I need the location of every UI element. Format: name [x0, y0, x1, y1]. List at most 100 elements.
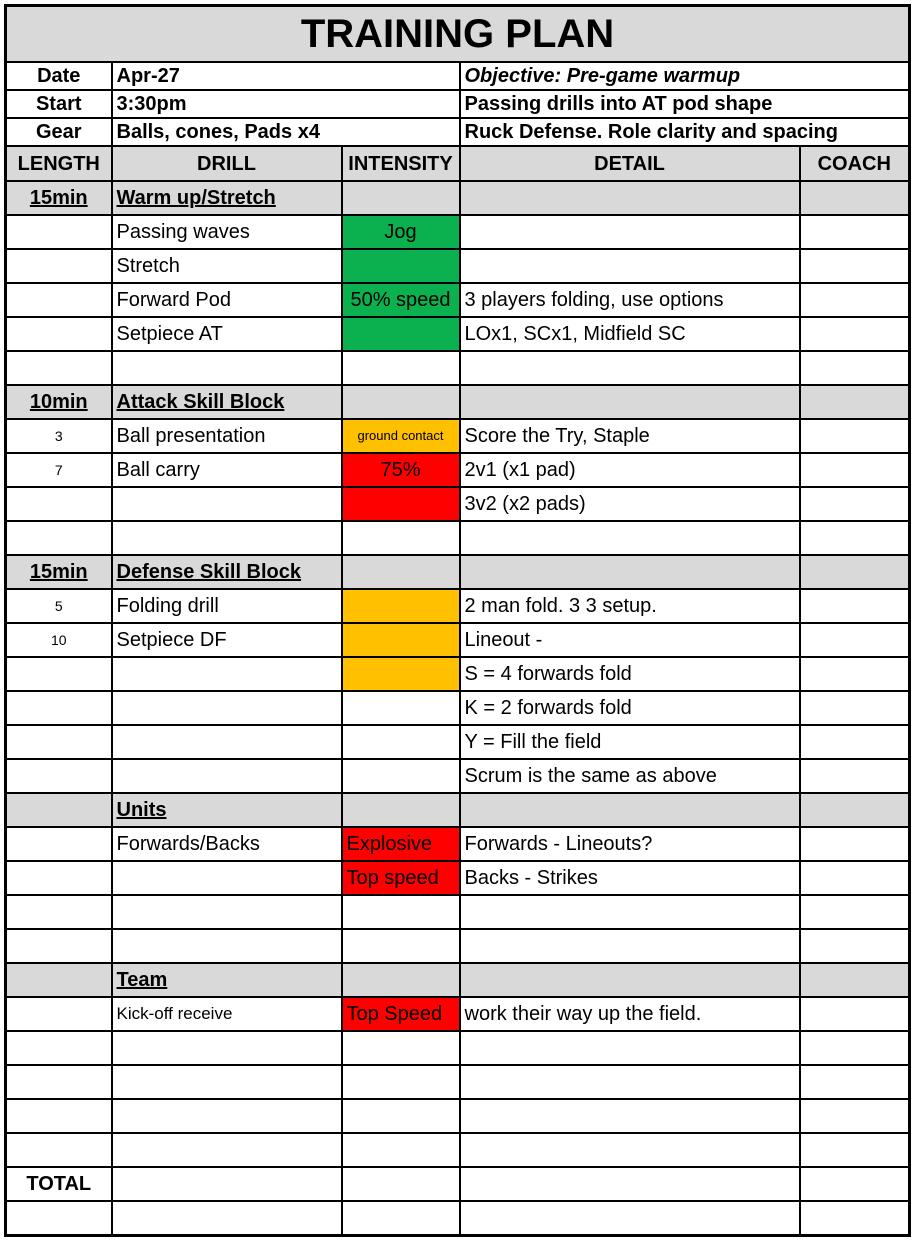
length-cell[interactable]	[4, 350, 113, 386]
intensity-cell[interactable]: 50% speed	[340, 282, 461, 318]
drill-cell[interactable]	[110, 1030, 343, 1066]
intensity-cell[interactable]	[340, 1064, 461, 1100]
detail-cell[interactable]	[458, 248, 801, 284]
coach-cell[interactable]	[798, 282, 911, 318]
drill-cell[interactable]: Stretch	[110, 248, 343, 284]
coach-cell[interactable]	[798, 656, 911, 692]
coach-cell[interactable]	[798, 724, 911, 760]
detail-cell[interactable]: 2 man fold. 3 3 setup.	[458, 588, 801, 624]
info-note[interactable]: Ruck Defense. Role clarity and spacing	[458, 117, 911, 147]
length-cell[interactable]	[4, 894, 113, 930]
length-cell[interactable]	[4, 860, 113, 896]
length-cell[interactable]	[4, 724, 113, 760]
intensity-cell[interactable]: Top Speed	[340, 996, 461, 1032]
intensity-cell[interactable]	[340, 622, 461, 658]
drill-cell[interactable]: Passing waves	[110, 214, 343, 250]
drill-cell[interactable]: Defense Skill Block	[110, 554, 343, 590]
intensity-cell[interactable]	[340, 894, 461, 930]
detail-cell[interactable]	[458, 1132, 801, 1168]
intensity-cell[interactable]	[340, 1200, 461, 1237]
length-cell[interactable]: 15min	[4, 180, 113, 216]
drill-cell[interactable]: Ball presentation	[110, 418, 343, 454]
drill-cell[interactable]: Setpiece AT	[110, 316, 343, 352]
intensity-cell[interactable]	[340, 316, 461, 352]
coach-cell[interactable]	[798, 996, 911, 1032]
detail-cell[interactable]: Forwards - Lineouts?	[458, 826, 801, 862]
intensity-cell[interactable]	[340, 554, 461, 590]
detail-cell[interactable]	[458, 962, 801, 998]
detail-cell[interactable]: work their way up the field.	[458, 996, 801, 1032]
coach-cell[interactable]	[798, 860, 911, 896]
intensity-cell[interactable]	[340, 1030, 461, 1066]
detail-cell[interactable]	[458, 928, 801, 964]
coach-cell[interactable]	[798, 486, 911, 522]
intensity-cell[interactable]: Jog	[340, 214, 461, 250]
coach-cell[interactable]	[798, 758, 911, 794]
coach-cell[interactable]	[798, 826, 911, 862]
length-cell[interactable]	[4, 282, 113, 318]
detail-cell[interactable]: LOx1, SCx1, Midfield SC	[458, 316, 801, 352]
detail-cell[interactable]: Backs - Strikes	[458, 860, 801, 896]
intensity-cell[interactable]: 75%	[340, 452, 461, 488]
length-cell[interactable]	[4, 826, 113, 862]
detail-cell[interactable]: K = 2 forwards fold	[458, 690, 801, 726]
coach-cell[interactable]	[798, 1132, 911, 1168]
drill-cell[interactable]	[110, 486, 343, 522]
drill-cell[interactable]	[110, 860, 343, 896]
coach-cell[interactable]	[798, 1166, 911, 1202]
detail-cell[interactable]: Lineout -	[458, 622, 801, 658]
coach-cell[interactable]	[798, 962, 911, 998]
length-cell[interactable]	[4, 928, 113, 964]
info-value[interactable]: Apr-27	[110, 61, 461, 91]
length-cell[interactable]: 15min	[4, 554, 113, 590]
detail-cell[interactable]: Score the Try, Staple	[458, 418, 801, 454]
intensity-cell[interactable]: Explosive	[340, 826, 461, 862]
detail-cell[interactable]	[458, 520, 801, 556]
coach-cell[interactable]	[798, 452, 911, 488]
coach-cell[interactable]	[798, 350, 911, 386]
drill-cell[interactable]: Folding drill	[110, 588, 343, 624]
coach-cell[interactable]	[798, 520, 911, 556]
intensity-cell[interactable]	[340, 248, 461, 284]
drill-cell[interactable]: Forward Pod	[110, 282, 343, 318]
length-cell[interactable]: 5	[4, 588, 113, 624]
detail-cell[interactable]	[458, 792, 801, 828]
intensity-cell[interactable]	[340, 962, 461, 998]
detail-cell[interactable]: Y = Fill the field	[458, 724, 801, 760]
detail-cell[interactable]: S = 4 forwards fold	[458, 656, 801, 692]
length-cell[interactable]	[4, 1200, 113, 1237]
intensity-cell[interactable]	[340, 350, 461, 386]
info-value[interactable]: 3:30pm	[110, 89, 461, 119]
coach-cell[interactable]	[798, 1064, 911, 1100]
detail-cell[interactable]	[458, 1166, 801, 1202]
drill-cell[interactable]: Kick-off receive	[110, 996, 343, 1032]
coach-cell[interactable]	[798, 622, 911, 658]
detail-cell[interactable]	[458, 1030, 801, 1066]
detail-cell[interactable]: 2v1 (x1 pad)	[458, 452, 801, 488]
length-cell[interactable]	[4, 520, 113, 556]
length-cell[interactable]	[4, 486, 113, 522]
drill-cell[interactable]	[110, 690, 343, 726]
length-cell[interactable]	[4, 996, 113, 1032]
drill-cell[interactable]	[110, 350, 343, 386]
intensity-cell[interactable]	[340, 792, 461, 828]
detail-cell[interactable]	[458, 180, 801, 216]
length-cell[interactable]	[4, 792, 113, 828]
detail-cell[interactable]	[458, 554, 801, 590]
coach-cell[interactable]	[798, 418, 911, 454]
drill-cell[interactable]	[110, 656, 343, 692]
intensity-cell[interactable]: Top speed	[340, 860, 461, 896]
info-value[interactable]: Balls, cones, Pads x4	[110, 117, 461, 147]
length-cell[interactable]	[4, 758, 113, 794]
coach-cell[interactable]	[798, 690, 911, 726]
coach-cell[interactable]	[798, 214, 911, 250]
drill-cell[interactable]	[110, 724, 343, 760]
detail-cell[interactable]	[458, 350, 801, 386]
detail-cell[interactable]	[458, 1064, 801, 1100]
coach-cell[interactable]	[798, 316, 911, 352]
detail-cell[interactable]	[458, 1098, 801, 1134]
coach-cell[interactable]	[798, 1200, 911, 1237]
intensity-cell[interactable]	[340, 384, 461, 420]
info-note[interactable]: Objective: Pre-game warmup	[458, 61, 911, 91]
intensity-cell[interactable]	[340, 690, 461, 726]
